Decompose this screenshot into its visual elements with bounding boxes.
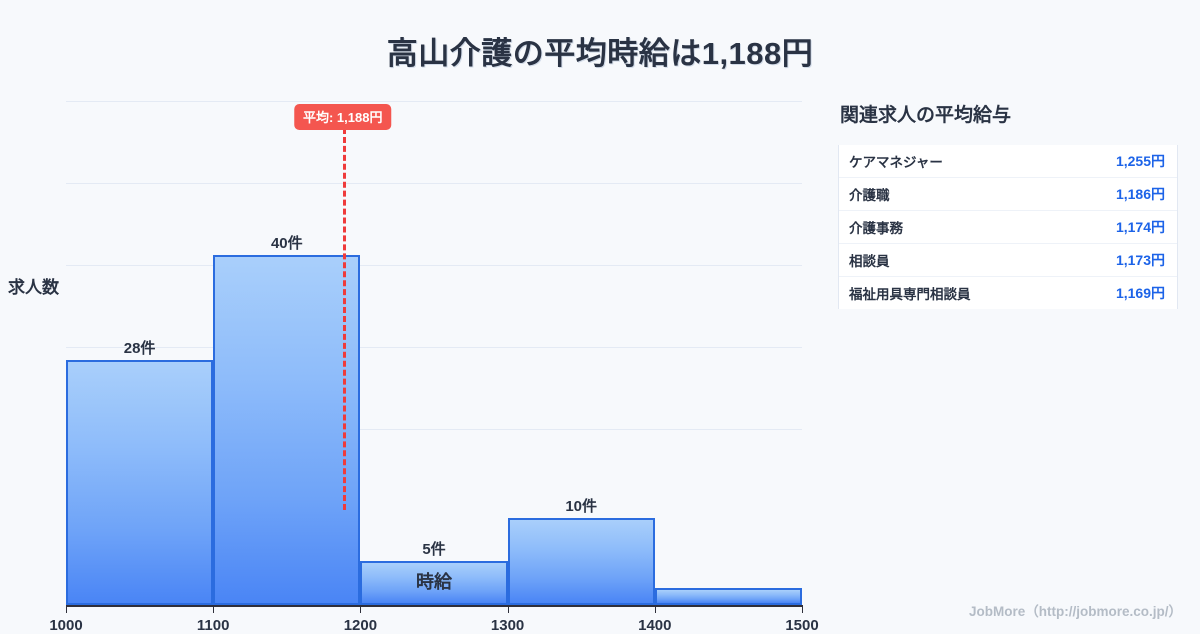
- x-tick: [507, 605, 509, 613]
- histogram-chart: 求人数 28件 40件 5件 10件 1000 1100 1200 1300 1400 1500…: [0, 95, 830, 634]
- salary-row[interactable]: 介護事務 1,174円: [839, 211, 1177, 244]
- x-tick-label: 1200: [343, 617, 378, 634]
- x-tick: [802, 605, 803, 613]
- salary-job-name: 介護職: [849, 188, 890, 203]
- salary-row[interactable]: ケアマネジャー 1,255円: [839, 145, 1177, 178]
- gridline-1: [66, 183, 802, 184]
- x-axis-line: [66, 605, 802, 607]
- related-salary-title: 関連求人の平均給与: [840, 105, 1012, 126]
- bar-series: 28件 40件 5件 10件: [66, 101, 802, 605]
- x-tick-label: 1100: [196, 617, 230, 634]
- salary-row[interactable]: 介護職 1,186円: [839, 178, 1177, 211]
- bar-value-label: 40件: [270, 235, 303, 252]
- related-salary-table: ケアマネジャー 1,255円介護職 1,186円介護事務 1,174円相談員 1,173…: [838, 145, 1178, 309]
- salary-job-name: 介護事務: [849, 221, 903, 236]
- salary-amount: 1,186円: [1115, 186, 1165, 202]
- bar[interactable]: [507, 517, 655, 605]
- x-tick: [213, 605, 215, 613]
- x-tick: [360, 605, 362, 613]
- average-dashed-line: [342, 128, 346, 510]
- x-tick: [66, 605, 67, 613]
- x-tick-label: 1500: [785, 617, 819, 634]
- x-axis-title: 時給: [416, 572, 452, 592]
- x-tick-label: 1300: [490, 617, 525, 634]
- salary-amount: 1,169円: [1115, 285, 1165, 301]
- related-salary-panel: 関連求人の平均給与 ケアマネジャー 1,255円介護職 1,186円介護事務 1,17…: [838, 100, 1178, 309]
- salary-job-name: 福祉用具専門相談員: [849, 287, 971, 302]
- salary-job-name: 相談員: [849, 254, 890, 269]
- bar-value-label: 28件: [123, 340, 156, 357]
- bar[interactable]: [66, 360, 214, 605]
- gridline-2: [66, 265, 802, 266]
- salary-amount: 1,173円: [1115, 252, 1165, 268]
- page-title: 高山介護の平均時給は1,188円: [386, 36, 814, 71]
- x-tick-label: 1400: [638, 617, 672, 634]
- plot-gridlines: [66, 101, 802, 516]
- average-badge: 平均: 1,188円: [293, 104, 392, 130]
- gridline-4: [66, 429, 802, 430]
- bar[interactable]: [654, 587, 802, 605]
- salary-amount: 1,174円: [1115, 219, 1165, 235]
- bar-value-label: 10件: [565, 497, 598, 515]
- bar[interactable]: [213, 255, 361, 605]
- salary-job-name: ケアマネジャー: [849, 155, 943, 170]
- footer-attribution: JobMore（http://jobmore.co.jp/）: [969, 604, 1182, 619]
- x-tick-label: 1000: [49, 617, 83, 634]
- y-axis-title: 求人数: [8, 278, 59, 297]
- gridline-0: [66, 101, 802, 102]
- salary-row[interactable]: 相談員 1,173円: [839, 244, 1177, 277]
- salary-row[interactable]: 福祉用具専門相談員 1,169円: [839, 277, 1177, 309]
- bar[interactable]: [360, 561, 508, 605]
- gridline-3: [66, 347, 802, 348]
- bar-value-label: 5件: [422, 541, 446, 559]
- salary-amount: 1,255円: [1115, 153, 1165, 169]
- x-tick: [654, 605, 656, 613]
